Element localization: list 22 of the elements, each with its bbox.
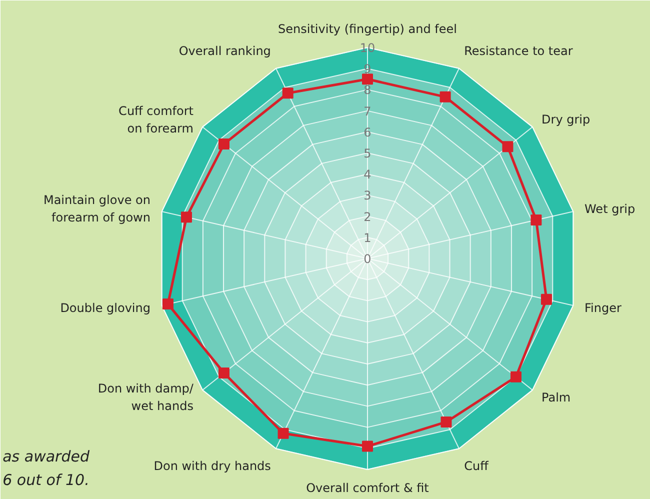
spoke-label: Resistance to tear: [464, 44, 573, 58]
spoke-label: Palm: [542, 390, 571, 404]
spoke-label: Overall ranking: [178, 44, 271, 58]
spoke-label: Don with damp/ wet hands: [98, 382, 194, 414]
spoke-label: Wet grip: [584, 202, 636, 216]
y-tick-label: 0: [364, 252, 372, 266]
text: as awarded 6 out of 10.: [2, 448, 90, 489]
y-tick-label: 2: [364, 210, 372, 224]
spoke-label: Maintain glove on forearm of gown: [43, 193, 150, 225]
spoke-label: Finger: [584, 301, 622, 316]
y-tick-label: 4: [364, 168, 372, 182]
spoke-label: Overall comfort & fit: [306, 481, 430, 496]
spoke-label: Don with dry hands: [154, 459, 271, 474]
y-tick-label: 3: [364, 188, 372, 203]
spoke-label: Cuff comfort on forearm: [118, 104, 194, 136]
y-tick-label: 1: [364, 230, 372, 245]
spoke-label: Sensitivity (fingertip) and feel: [278, 22, 457, 36]
spoke-label: Dry grip: [542, 112, 590, 127]
y-tick-label: 9: [364, 62, 372, 76]
spoke-label: Cuff: [464, 459, 490, 474]
spoke-label: Double gloving: [60, 301, 150, 316]
y-tick-label: 10: [360, 41, 376, 55]
